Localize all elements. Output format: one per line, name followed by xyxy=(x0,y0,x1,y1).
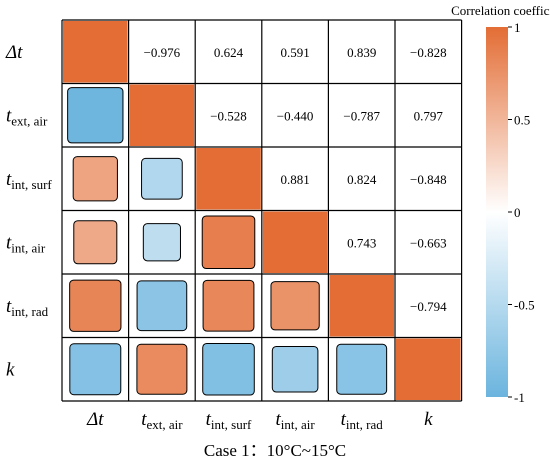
colorbar-title: Correlation coefficient xyxy=(451,3,550,18)
axis-variable-label: tint, air xyxy=(6,232,46,255)
correlation-value-label: 0.624 xyxy=(214,45,244,60)
axis-labels: Δt Δt text, air text, air tint, surf tint, su… xyxy=(5,42,433,432)
heatmap-cells: −0.976 0.624 0.591 0.839 −0.828 −0.528 −0.440 −… xyxy=(63,21,461,400)
diagonal-cell xyxy=(63,21,128,83)
correlation-square xyxy=(271,345,319,393)
axis-variable-label: text, air xyxy=(6,105,48,128)
correlation-square xyxy=(136,280,188,332)
correlation-square xyxy=(336,343,388,395)
axis-variable-label: tint, surf xyxy=(206,409,252,432)
axis-variable-label: k xyxy=(424,409,433,430)
colorbar-gradient xyxy=(486,27,508,397)
correlation-value-label: −0.663 xyxy=(410,235,447,250)
diagonal-cell xyxy=(129,84,195,146)
diagonal-cell xyxy=(196,148,261,210)
axis-variable-label: text, air xyxy=(141,409,183,432)
correlation-square xyxy=(73,220,118,265)
correlation-square xyxy=(270,281,320,331)
correlation-square xyxy=(202,342,255,396)
colorbar-tick-label: 0.5 xyxy=(514,113,530,128)
correlation-value-label: −0.787 xyxy=(343,108,380,123)
correlation-value-label: −0.976 xyxy=(144,45,181,60)
correlation-square xyxy=(202,279,255,332)
correlation-value-label: −0.794 xyxy=(410,299,447,314)
diagonal-cell xyxy=(329,275,394,337)
correlation-value-label: −0.528 xyxy=(210,108,247,123)
axis-variable-label: tint, rad xyxy=(6,296,49,319)
colorbar-ticks: 1 0.5 0 -0.5 -1 xyxy=(508,20,535,405)
colorbar: Correlation coefficient 1 0.5 0 -0.5 -1 xyxy=(451,3,550,405)
axis-variable-label: k xyxy=(6,359,15,380)
correlation-value-label: 0.824 xyxy=(347,172,377,187)
correlation-square xyxy=(201,215,256,270)
correlation-value-label: 0.591 xyxy=(280,45,309,60)
axis-variable-label: Δt xyxy=(86,409,104,430)
correlation-value-label: 0.839 xyxy=(347,45,376,60)
axis-variable-label: tint, surf xyxy=(6,169,52,192)
diagonal-cell xyxy=(262,211,328,273)
correlation-value-label: −0.828 xyxy=(410,45,447,60)
colorbar-tick-label: -0.5 xyxy=(514,298,535,313)
correlation-square xyxy=(141,157,183,200)
axis-variable-label: tint, air xyxy=(275,409,315,432)
correlation-value-label: 0.797 xyxy=(414,108,444,123)
colorbar-tick-label: 0 xyxy=(514,205,521,220)
axis-variable-label: tint, rad xyxy=(341,409,384,432)
colorbar-tick-label: -1 xyxy=(514,390,525,405)
diagonal-cell xyxy=(396,338,461,400)
correlation-value-label: −0.440 xyxy=(277,108,314,123)
correlation-value-label: −0.848 xyxy=(410,172,447,187)
correlation-square xyxy=(142,223,181,262)
correlation-square xyxy=(69,279,122,332)
heatmap-grid xyxy=(61,19,463,402)
correlation-square xyxy=(136,343,188,395)
figure-caption: Case 1：10°C~15°C xyxy=(203,441,347,460)
correlation-square xyxy=(67,87,124,144)
correlation-value-label: 0.881 xyxy=(280,172,309,187)
colorbar-tick-label: 1 xyxy=(514,20,521,35)
axis-variable-label: Δt xyxy=(5,42,23,63)
correlation-square xyxy=(72,156,118,202)
correlation-square xyxy=(69,343,122,396)
correlation-value-label: 0.743 xyxy=(347,235,376,250)
